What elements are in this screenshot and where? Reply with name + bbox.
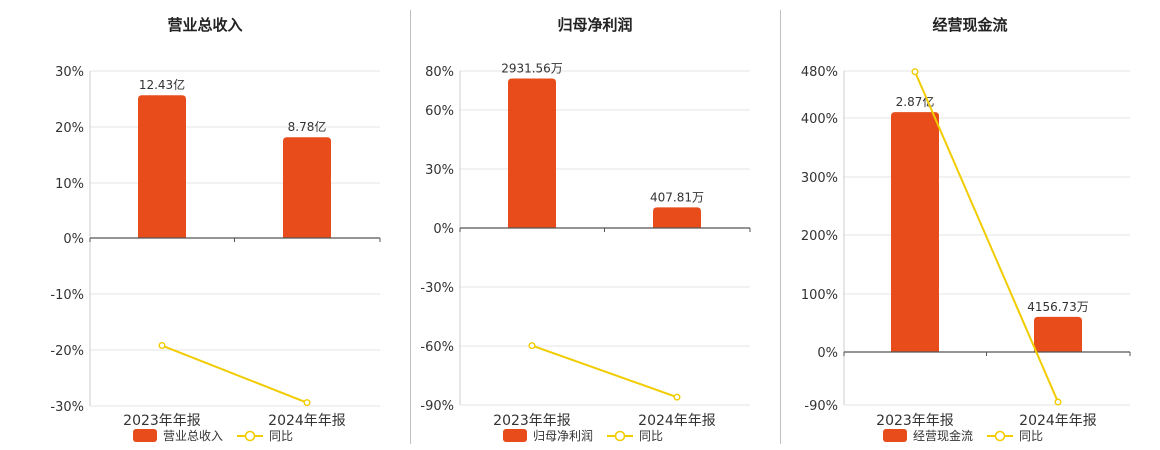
y-tick-label: 0% (433, 222, 454, 237)
y-tick-label: 20% (55, 121, 84, 136)
chart-canvas: 480% 400% 300% 200% 100% 0% -90% 2.87亿 4156.73万 2… (801, 65, 1131, 443)
legend-bar-swatch (883, 429, 907, 442)
x-category-label: 2024年年报 (1019, 413, 1097, 429)
legend-line-label: 同比 (1019, 429, 1043, 443)
chart-title: 营业总收入 (167, 16, 243, 34)
yoy-line (914, 71, 1059, 403)
net-profit-chart: 80% 60% 30% 0% -30% -60% -90% 2931.56万 407.81万 20… (420, 62, 751, 443)
bar-data-label: 4156.73万 (1027, 300, 1089, 314)
chart-canvas: 30% 20% 10% 0% -10% -20% -30% 12.43亿 8.78亿 2023年年… (50, 65, 381, 443)
legend-line-label: 同比 (269, 429, 293, 443)
y-tick-label: -90% (420, 399, 454, 414)
y-tick-label: -30% (50, 400, 84, 415)
bar-data-label: 407.81万 (650, 190, 704, 204)
y-tick-label: 200% (801, 229, 838, 244)
legend-bar-swatch (133, 429, 157, 442)
y-tick-label: -90% (804, 399, 838, 414)
chart-panel-operating-cashflow: 经营现金流 480% 400% 300% 200% 100% 0% -90% 2.87亿 415… (780, 0, 1160, 450)
bar (891, 112, 939, 353)
y-tick-label: -30% (420, 281, 454, 296)
y-tick-label: 0% (817, 346, 838, 361)
bar-data-label: 2.87亿 (896, 94, 935, 109)
yoy-point (303, 399, 311, 407)
y-tick-label: -10% (50, 288, 84, 303)
y-tick-label: 400% (801, 112, 838, 127)
panel-divider (410, 10, 411, 444)
yoy-point (528, 342, 536, 350)
x-category-label: 2024年年报 (638, 413, 716, 429)
legend-bar-label: 经营现金流 (913, 428, 973, 443)
chart-title: 经营现金流 (932, 16, 1008, 34)
bar-data-label: 12.43亿 (139, 77, 185, 92)
y-tick-label: -20% (50, 344, 84, 359)
x-category-label: 2023年年报 (123, 413, 201, 429)
chart-title: 归母净利润 (557, 16, 633, 34)
legend-line-label: 同比 (639, 429, 663, 443)
bar-data-label: 8.78亿 (288, 119, 327, 134)
bar (653, 207, 701, 228)
bar-data-label: 2931.56万 (501, 62, 563, 76)
legend-line-marker (614, 430, 626, 442)
yoy-line (531, 344, 678, 399)
y-tick-label: 30% (55, 65, 84, 80)
yoy-point (1054, 398, 1062, 406)
y-tick-label: 80% (425, 65, 454, 80)
chart-panel-revenue: 营业总收入 30% 20% 10% 0% -10% -20% -30% 12.43亿 8.78亿… (0, 0, 410, 450)
chart-canvas: 80% 60% 30% 0% -30% -60% -90% 2931.56万 407.81万 20… (420, 62, 751, 443)
panel-divider (780, 10, 781, 444)
y-tick-label: 10% (55, 177, 84, 192)
operating-cashflow-chart: 480% 400% 300% 200% 100% 0% -90% 2.87亿 4156.73万 2… (801, 65, 1131, 443)
legend-bar-label: 营业总收入 (163, 429, 223, 443)
y-tick-label: 300% (801, 171, 838, 186)
legend-bar-swatch (503, 429, 527, 442)
y-tick-label: 60% (425, 104, 454, 119)
x-category-label: 2024年年报 (268, 413, 346, 429)
yoy-point (911, 68, 919, 76)
y-tick-label: 0% (63, 232, 84, 247)
bar (138, 95, 186, 238)
y-tick-label: -60% (420, 340, 454, 355)
y-tick-label: 100% (801, 288, 838, 303)
y-tick-label: 480% (801, 65, 838, 80)
yoy-point (158, 342, 166, 350)
yoy-point (673, 393, 681, 401)
legend-bar-label: 归母净利润 (533, 429, 593, 443)
x-category-label: 2023年年报 (493, 413, 571, 429)
x-category-label: 2023年年报 (876, 413, 954, 429)
revenue-chart: 30% 20% 10% 0% -10% -20% -30% 12.43亿 8.78亿 2023年年… (50, 65, 381, 443)
bar (283, 137, 331, 238)
bar (508, 78, 556, 229)
y-tick-label: 30% (425, 163, 454, 178)
legend-line-marker (244, 430, 256, 442)
chart-panel-net-profit: 归母净利润 80% 60% 30% 0% -30% -60% -90% 2931.56万 407… (410, 0, 780, 450)
bar (1034, 316, 1082, 352)
yoy-line (161, 344, 308, 404)
legend-line-marker (994, 430, 1006, 442)
